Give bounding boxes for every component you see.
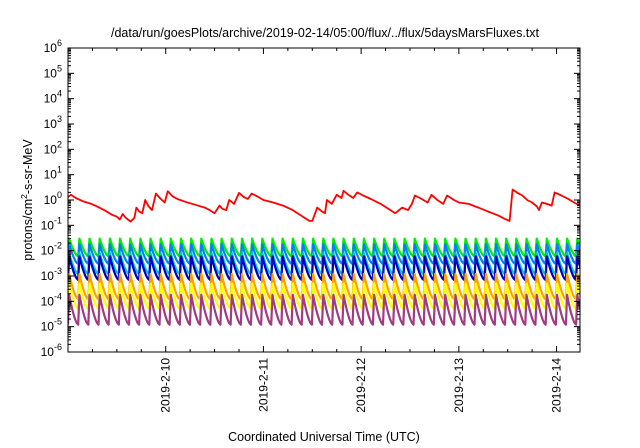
series-line-red [68, 188, 580, 223]
y-axis-label: protons/cm2-s-sr-MeV [19, 139, 35, 261]
y-axis-label-sup: 2 [19, 194, 29, 199]
y-tick-label: 10-1 [41, 215, 62, 232]
y-tick-label: 10-3 [41, 266, 62, 283]
y-axis: 10-6 10-5 10-4 10-3 10-2 10-1 100 101 102 103 104 1… [41, 38, 580, 359]
x-tick-label: 2019-2-12 [354, 358, 368, 413]
y-tick-label: 106 [44, 38, 62, 55]
x-tick-label: 2019-2-13 [452, 358, 466, 413]
y-tick-label: 10-2 [41, 241, 62, 258]
y-tick-label: 102 [44, 139, 62, 156]
y-tick-label: 100 [44, 190, 62, 207]
y-axis-label-prefix: protons/cm [21, 199, 35, 261]
x-axis-label: Coordinated Universal Time (UTC) [228, 430, 420, 444]
plot-area [68, 188, 580, 326]
y-tick-label: 103 [44, 114, 62, 131]
y-tick-label: 104 [44, 89, 62, 106]
chart-title: /data/run/goesPlots/archive/2019-02-14/0… [111, 26, 540, 40]
y-tick-label: 105 [44, 63, 62, 80]
series-line-6 [68, 293, 580, 326]
x-tick-label: 2019-2-11 [256, 358, 270, 412]
y-tick-label: 10-4 [41, 291, 62, 308]
y-tick-label: 10-6 [41, 342, 62, 359]
x-axis: 2019-2-10 2019-2-11 2019-2-12 2019-2-13 2019… [67, 48, 564, 413]
x-tick-label: 2019-2-10 [159, 358, 173, 413]
y-tick-label: 10-5 [41, 317, 62, 334]
x-tick-label: 2019-2-14 [550, 358, 564, 413]
y-axis-label-suffix: -s-sr-MeV [21, 139, 35, 195]
y-tick-label: 101 [44, 165, 62, 182]
